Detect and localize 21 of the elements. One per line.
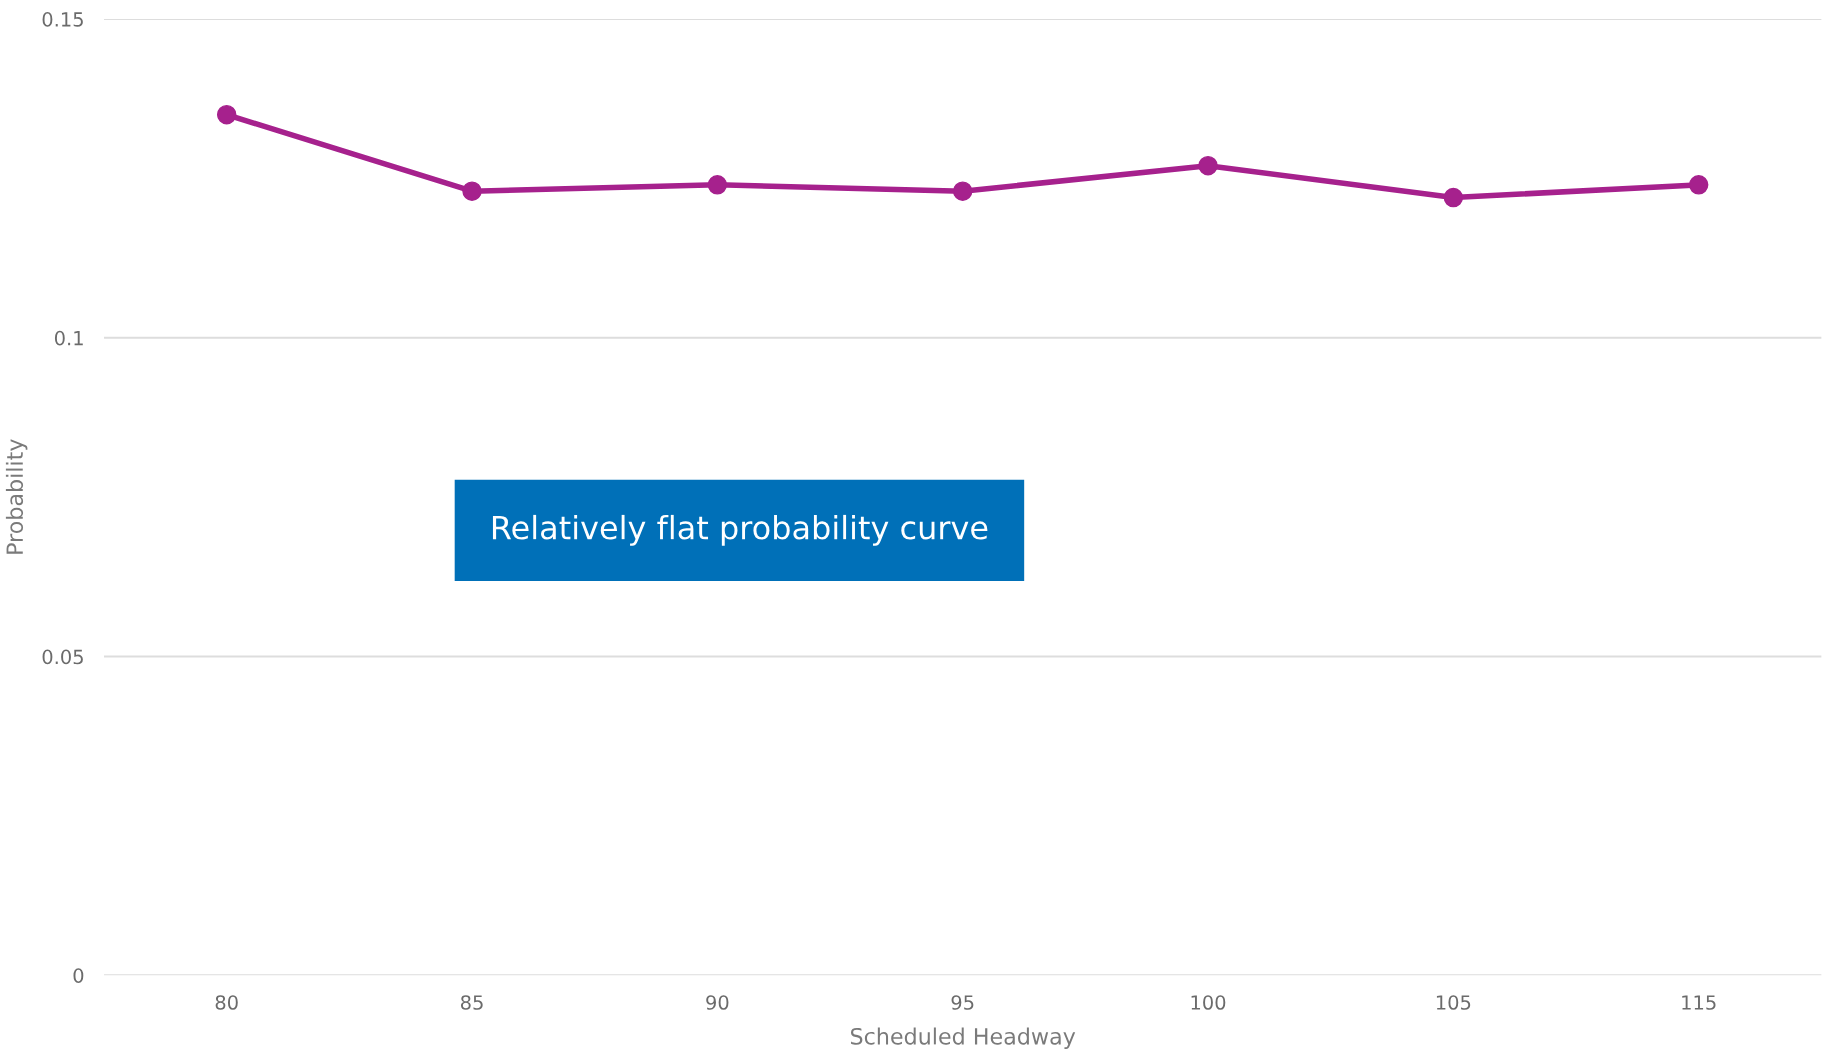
x-tick-label: 80: [215, 995, 238, 1010]
point: [462, 181, 482, 201]
point: [1198, 155, 1218, 176]
point: [952, 181, 973, 201]
y-tick-label: 0.1: [54, 330, 83, 346]
point: [707, 175, 728, 195]
y-tick-label: 0.05: [42, 649, 83, 665]
point: [1688, 175, 1709, 195]
annotation: Relatively flat probability curve: [492, 514, 988, 546]
x-tick-label: 95: [951, 995, 974, 1010]
point: [216, 104, 237, 125]
x-tick-label: 105: [1436, 995, 1471, 1010]
x-axis-title: Scheduled Headway: [850, 1027, 1076, 1049]
x-tick-label: 100: [1191, 995, 1226, 1010]
x-tick-label: 90: [706, 995, 729, 1010]
x-tick-label: 115: [1682, 995, 1716, 1010]
y-tick-label: 0: [73, 968, 84, 983]
y-axis-title: Probability: [5, 439, 28, 554]
x-tick-label: 85: [460, 995, 483, 1010]
y-tick-label: 0.15: [42, 12, 83, 27]
point: [1443, 187, 1464, 208]
